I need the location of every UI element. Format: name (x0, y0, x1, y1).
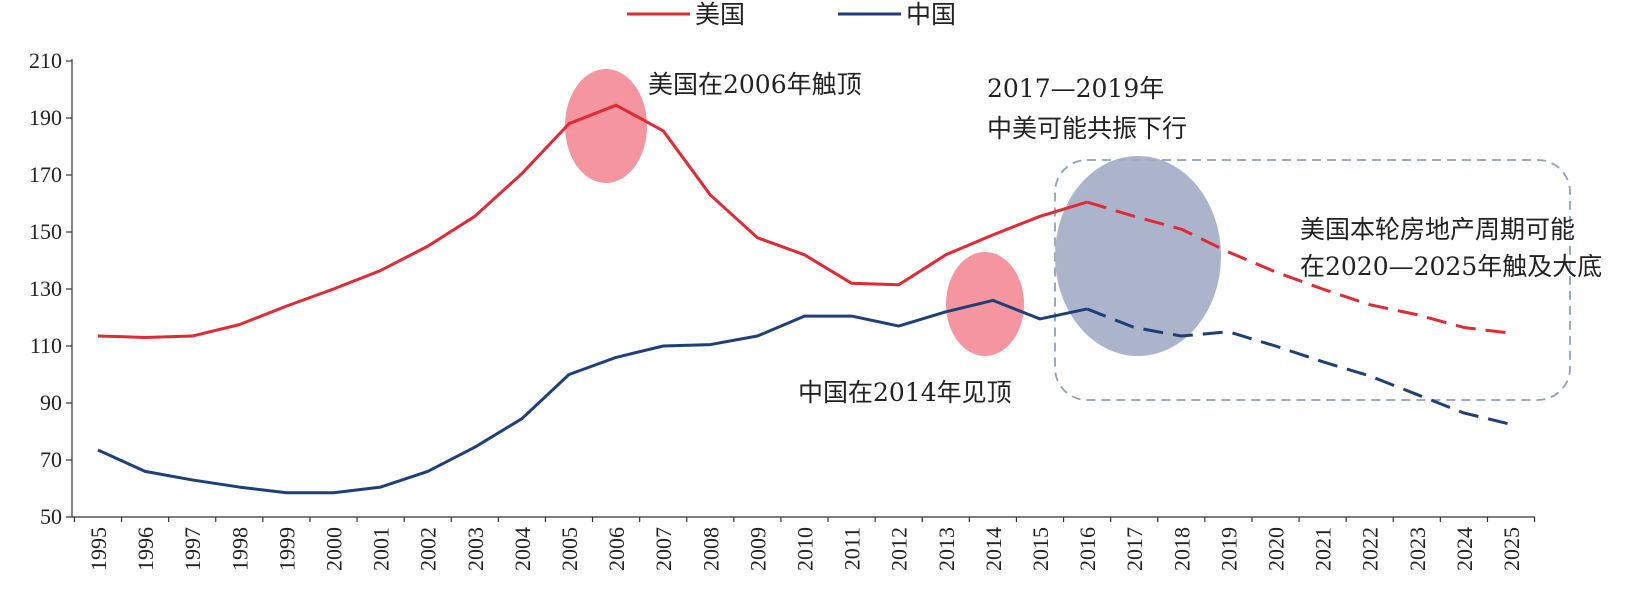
x-tick-label: 1998 (227, 527, 252, 571)
series-1-line-forecast (1086, 307, 1512, 426)
resonance-highlight (1055, 156, 1221, 356)
x-tick-label: 2025 (1499, 527, 1524, 571)
series-1-line-actual (97, 298, 1088, 495)
x-tick-label: 2006 (604, 527, 629, 571)
x-tick-label: 1996 (133, 527, 158, 571)
annotation-resonance-line1: 2017—2019年 (987, 74, 1164, 103)
legend: 美国 中国 (627, 0, 956, 29)
legend-label-us: 美国 (695, 0, 745, 29)
x-tick-label: 2000 (322, 527, 347, 571)
y-tick-label: 190 (29, 105, 62, 130)
y-tick-label: 150 (29, 219, 62, 244)
y-tick-label: 70 (40, 447, 62, 472)
x-tick-label: 2002 (416, 527, 441, 571)
series-0-line-actual (97, 103, 1088, 339)
x-tick-label: 2012 (887, 527, 912, 571)
y-tick-label: 50 (40, 504, 62, 529)
series-layer (97, 103, 1512, 495)
forecast-dashed-box (1054, 159, 1571, 401)
axes: 50 70 90 110 130 150 170 190 210 1995 1996 1997 1998… (29, 48, 1536, 571)
x-tick-label: 1995 (86, 527, 111, 571)
x-tick-label: 2023 (1405, 527, 1430, 571)
x-tick-label: 2015 (1028, 527, 1053, 571)
x-tick-label: 2022 (1358, 527, 1383, 571)
x-tick-label: 2011 (840, 527, 865, 570)
x-tick-label: 2016 (1075, 527, 1100, 571)
x-tick-label: 2003 (463, 527, 488, 571)
y-tick-label: 210 (29, 48, 62, 73)
x-tick-label: 2004 (510, 527, 535, 571)
x-tick-label: 1999 (274, 527, 299, 571)
y-tick-label: 110 (30, 333, 62, 358)
x-tick-label: 2010 (793, 527, 818, 571)
x-tick-label: 2021 (1311, 527, 1336, 571)
x-tick-label: 2014 (981, 527, 1006, 571)
x-tick-label: 2024 (1452, 527, 1477, 571)
us-peak-highlight (565, 69, 647, 183)
annotation-us-bottom-line1: 美国本轮房地产周期可能 (1300, 215, 1575, 244)
x-tick-label: 2001 (369, 527, 394, 571)
series-0-line-forecast (1086, 200, 1512, 335)
x-tick-label: 2019 (1216, 527, 1241, 571)
x-tick-label: 2005 (557, 527, 582, 571)
annotation-cn-peak: 中国在2014年见顶 (798, 378, 1012, 407)
x-tick-label: 2017 (1122, 527, 1147, 571)
x-tick-label: 2013 (934, 527, 959, 571)
y-tick-label: 170 (29, 162, 62, 187)
x-tick-label: 1997 (180, 527, 205, 571)
y-tick-label: 90 (40, 390, 62, 415)
x-tick-label: 2018 (1169, 527, 1194, 571)
y-tick-label: 130 (29, 276, 62, 301)
x-tick-label: 2020 (1264, 527, 1289, 571)
cn-peak-highlight (946, 252, 1024, 356)
annotation-us-bottom-line2: 在2020—2025年触及大底 (1300, 252, 1602, 281)
x-tick-label: 2009 (745, 527, 770, 571)
x-tick-label: 2008 (698, 527, 723, 571)
annotation-us-peak: 美国在2006年触顶 (648, 70, 862, 99)
legend-label-cn: 中国 (906, 0, 956, 29)
x-tick-label: 2007 (651, 527, 676, 571)
annotation-resonance-line2: 中美可能共振下行 (987, 114, 1187, 143)
